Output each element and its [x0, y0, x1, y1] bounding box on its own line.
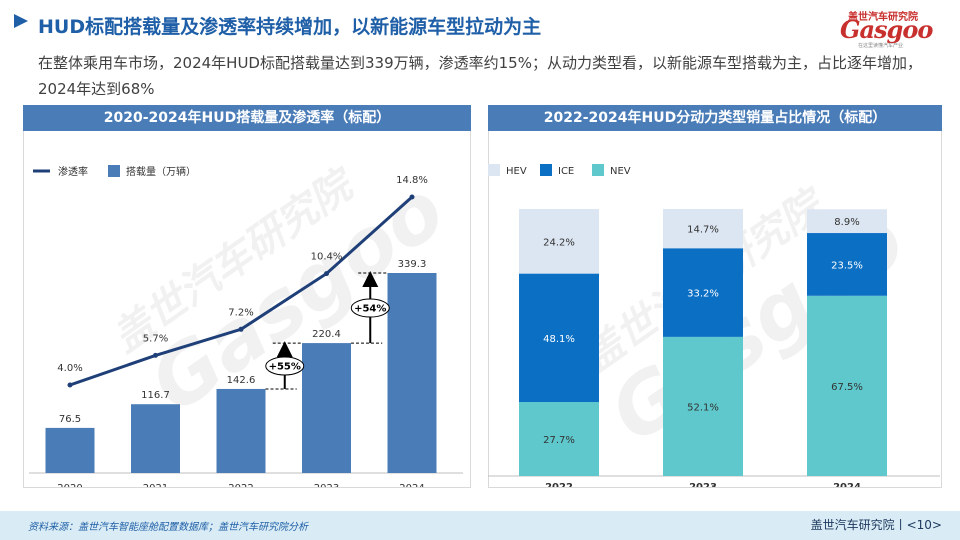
legend-swatch-nev [592, 164, 604, 176]
bar-value-label: 76.5 [59, 414, 81, 425]
x-tick-label: 2022 [545, 482, 573, 487]
x-tick-label: 2021 [143, 483, 168, 487]
footer-bar: 资料来源：盖世汽车智能座舱配置数据库；盖世汽车研究院分析 盖世汽车研究院丨<10… [0, 511, 960, 540]
penetration-line [69, 195, 414, 387]
bar-volume [387, 273, 437, 473]
penetration-point [238, 326, 244, 332]
legend-label-ice: ICE [558, 166, 574, 177]
footer-source: 资料来源：盖世汽车智能座舱配置数据库；盖世汽车研究院分析 [28, 522, 308, 533]
annotation-label: +54% [354, 304, 386, 315]
segment-label-hev: 8.9% [834, 217, 859, 228]
bar-value-label: 220.4 [312, 329, 341, 340]
bar-value-label: 339.3 [398, 259, 427, 270]
penetration-label: 10.4% [311, 252, 343, 263]
segment-label-ice: 33.2% [687, 289, 719, 300]
logo-main-text: Gasgoo [840, 15, 933, 44]
legend-label-hev: HEV [506, 166, 527, 177]
segment-label-hev: 14.7% [687, 225, 719, 236]
penetration-point [324, 271, 329, 277]
segment-label-nev: 27.7% [543, 435, 575, 446]
footer-page-info: 盖世汽车研究院丨<10> [810, 518, 942, 532]
left-panel-frame [23, 131, 471, 488]
stack-segment-nev [663, 336, 743, 476]
hud-volume-penetration-chart: 渗透率 搭载量（万辆） 76.5 2020 116.7 2021 142.6 2022 220.… [29, 165, 463, 487]
segment-label-hev: 24.2% [543, 237, 575, 248]
x-tick-label: 2023 [314, 483, 339, 487]
stack-segment-nev [519, 402, 599, 476]
bar-value-label: 116.7 [141, 390, 170, 401]
x-tick-label: 2024 [399, 483, 424, 487]
gasgoo-logo: 盖世汽车研究院 Gasgoo 在这里读懂汽车产业 [818, 8, 946, 49]
page-title: HUD标配搭载量及渗透率持续增加，以新能源车型拉动为主 [38, 16, 542, 38]
left-panel-title: 2020-2024年HUD搭载量及渗透率（标配） [23, 105, 471, 131]
stack-segment-ice [807, 233, 887, 296]
penetration-label: 5.7% [143, 333, 168, 344]
bar-value-label: 142.6 [227, 375, 256, 386]
penetration-point [153, 352, 158, 358]
legend-label-nev: NEV [610, 166, 631, 177]
hud-powertrain-share-chart: HEV ICE NEV 27.7% 48.1% 24.2% 2022 52.1% 33.2% 14… [488, 164, 940, 487]
x-tick-label: 2022 [228, 483, 253, 487]
legend-bar-label: 搭载量（万辆） [126, 165, 196, 178]
stack-segment-hev [519, 209, 599, 274]
penetration-label: 4.0% [57, 363, 82, 374]
penetration-label: 14.8% [396, 175, 428, 186]
right-panel-frame [488, 131, 942, 488]
x-tick-label: 2023 [689, 482, 717, 487]
bar-volume [45, 427, 95, 473]
penetration-label: 7.2% [228, 307, 253, 318]
stack-segment-hev [663, 209, 743, 249]
segment-label-ice: 23.5% [831, 260, 863, 271]
penetration-point [409, 194, 415, 200]
bar-volume [302, 343, 351, 473]
page-subtitle: 在整体乘用车市场，2024年HUD标配搭载量达到339万辆，渗透率约15%；从动… [38, 54, 922, 98]
segment-label-nev: 67.5% [831, 382, 863, 393]
title-bullet-icon [14, 14, 28, 28]
annotation-badge [265, 356, 305, 376]
annotation-label: +55% [269, 362, 301, 373]
stack-segment-nev [807, 295, 887, 476]
annotation-badge [350, 298, 390, 318]
legend-swatch-hev [488, 164, 500, 176]
stack-segment-ice [663, 248, 743, 337]
bar-volume [216, 388, 266, 473]
legend-line-label: 渗透率 [58, 165, 88, 178]
segment-label-ice: 48.1% [543, 334, 575, 345]
right-panel-title: 2022-2024年HUD分动力类型销量占比情况（标配） [488, 105, 942, 131]
stack-segment-ice [519, 273, 599, 403]
logo-top-text: 盖世汽车研究院 [848, 12, 918, 23]
stack-segment-hev [807, 209, 887, 234]
penetration-point [67, 382, 73, 388]
legend-bar-swatch [108, 165, 120, 177]
x-tick-label: 2024 [833, 482, 861, 487]
logo-sub-text: 在这里读懂汽车产业 [858, 43, 904, 49]
legend-swatch-ice [540, 164, 552, 176]
x-tick-label: 2020 [57, 483, 82, 487]
segment-label-nev: 52.1% [687, 402, 719, 413]
bar-volume [131, 404, 180, 473]
